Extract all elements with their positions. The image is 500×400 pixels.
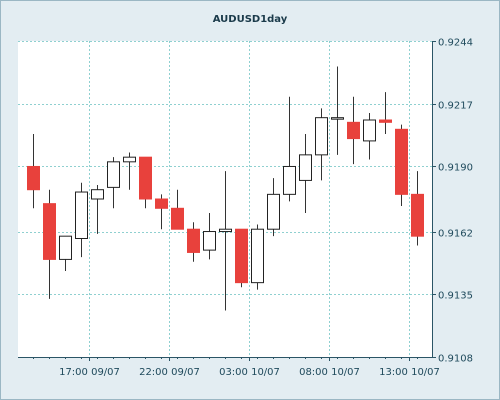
candle-body-bull bbox=[75, 191, 88, 240]
candle-body-bear bbox=[187, 228, 200, 253]
candle-body-bull bbox=[267, 193, 280, 230]
x-tick-label: 03:00 10/07 bbox=[219, 367, 280, 378]
y-tick-label: 0.9190 bbox=[438, 163, 473, 174]
y-tick-label: 0.9244 bbox=[438, 38, 473, 49]
x-tick-label: 08:00 10/07 bbox=[299, 367, 360, 378]
candle-body-bear bbox=[155, 198, 168, 209]
candle-body-bull bbox=[91, 189, 104, 200]
candle bbox=[347, 96, 360, 165]
candle-body-bull bbox=[299, 154, 312, 181]
x-tick-label: 13:00 10/07 bbox=[379, 367, 440, 378]
candle bbox=[139, 156, 152, 209]
axes-layer: 0.9244 0.9217 0.9190 0.9162 0.9135 0.9108 17:0… bbox=[18, 38, 473, 378]
candle bbox=[219, 171, 232, 311]
candle bbox=[251, 224, 264, 290]
y-tick-label: 0.9162 bbox=[438, 229, 473, 240]
candle-body-bear bbox=[43, 203, 56, 260]
candle bbox=[59, 235, 72, 272]
candle-body-bull bbox=[123, 156, 136, 163]
candle bbox=[123, 152, 136, 190]
candle-body-bull bbox=[107, 161, 120, 188]
candle bbox=[187, 222, 200, 262]
candle bbox=[107, 157, 120, 209]
candle-body-bull bbox=[331, 117, 344, 120]
candle-body-bull bbox=[219, 228, 232, 233]
candle bbox=[379, 92, 392, 134]
candle-body-bear bbox=[139, 156, 152, 200]
candle-body-bull bbox=[315, 117, 328, 156]
candle bbox=[299, 133, 312, 213]
candle-body-bear bbox=[347, 121, 360, 140]
candle-body-bear bbox=[171, 207, 184, 230]
candle bbox=[155, 194, 168, 230]
candle-body-bull bbox=[363, 119, 376, 142]
candle bbox=[171, 189, 184, 230]
candle-body-bear bbox=[235, 228, 248, 284]
candle bbox=[91, 185, 104, 234]
candle-body-bear bbox=[411, 193, 424, 237]
y-tick-label: 0.9135 bbox=[438, 291, 473, 302]
candle bbox=[411, 171, 424, 246]
candle-body-bull bbox=[59, 235, 72, 260]
candle-body-bear bbox=[395, 128, 408, 195]
candle-body-bull bbox=[283, 165, 296, 195]
x-tick-label: 17:00 09/07 bbox=[59, 367, 120, 378]
y-tick-label: 0.9108 bbox=[438, 354, 473, 365]
candle bbox=[315, 108, 328, 181]
x-tick-label: 22:00 09/07 bbox=[139, 367, 200, 378]
chart-title: AUDUSD1day bbox=[213, 14, 288, 25]
candle bbox=[27, 133, 40, 209]
candle bbox=[203, 212, 216, 260]
candle bbox=[75, 182, 88, 258]
candle bbox=[363, 113, 376, 160]
candle-body-bull bbox=[203, 231, 216, 251]
candle-body-bear bbox=[27, 165, 40, 191]
candle bbox=[267, 178, 280, 237]
candle-body-bull bbox=[251, 228, 264, 284]
candle-body-bear bbox=[379, 119, 392, 123]
candle bbox=[331, 66, 344, 155]
candles-layer bbox=[27, 66, 424, 311]
candle bbox=[235, 228, 248, 288]
y-tick-label: 0.9217 bbox=[438, 101, 473, 112]
candle bbox=[43, 189, 56, 299]
candle bbox=[395, 124, 408, 206]
candle bbox=[283, 96, 296, 202]
